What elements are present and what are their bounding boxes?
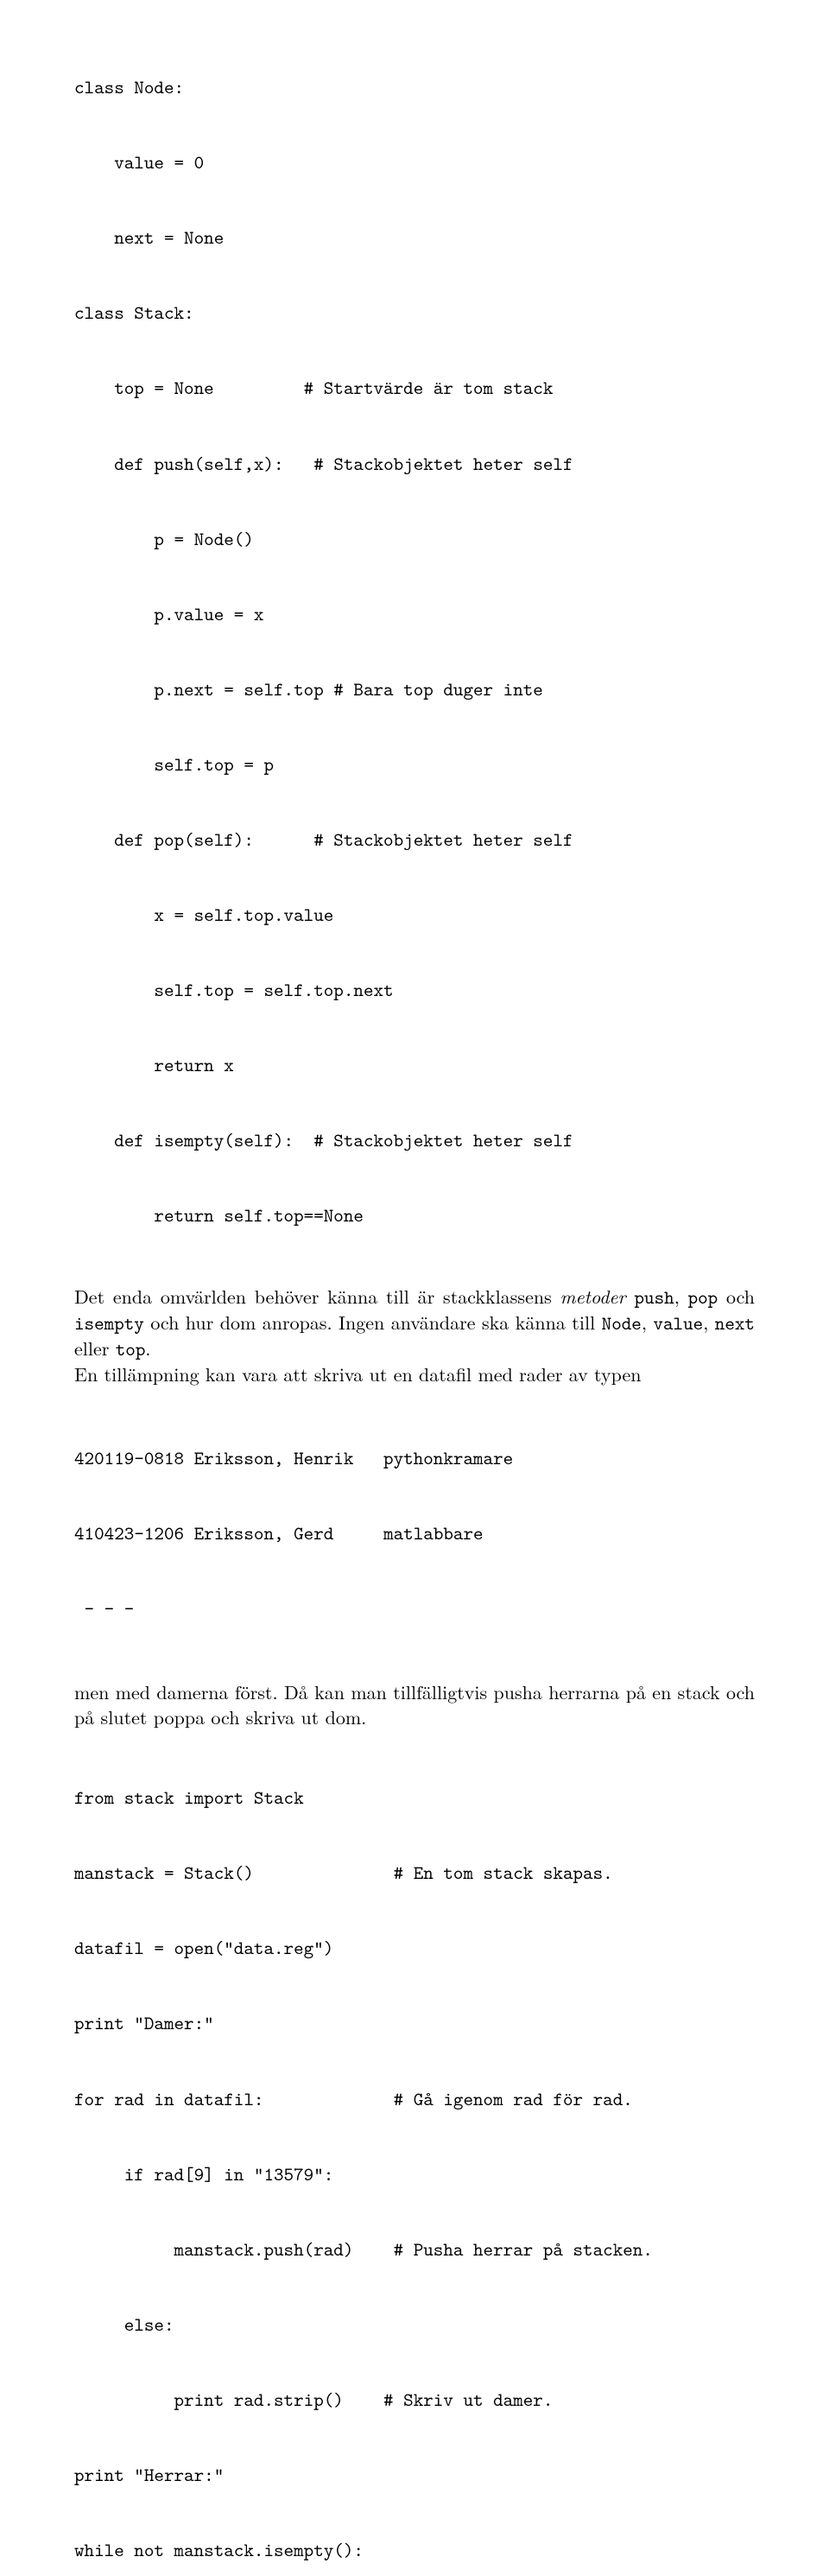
code-line: self.top = p xyxy=(74,752,755,777)
code-block-usage: from stack import Stack manstack = Stack… xyxy=(74,1735,755,2576)
code-line: manstack = Stack() # En tom stack skapas… xyxy=(74,1860,755,1885)
paragraph-damer-forst: men med damerna först. Då kan man tillfä… xyxy=(74,1679,755,1729)
code-line: def isempty(self): # Stackobjektet heter… xyxy=(74,1127,755,1152)
code-line: print "Damer:" xyxy=(74,2010,755,2035)
code-line: p.next = self.top # Bara top duger inte xyxy=(74,676,755,701)
code-line: p = Node() xyxy=(74,526,755,551)
code-line: class Node: xyxy=(74,74,755,99)
code-line: p.value = x xyxy=(74,601,755,626)
data-line: - - - xyxy=(74,1596,755,1621)
code-line: from stack import Stack xyxy=(74,1785,755,1810)
code-line: return self.top==None xyxy=(74,1202,755,1228)
code-line: def pop(self): # Stackobjektet heter sel… xyxy=(74,827,755,852)
code-line: while not manstack.isempty(): xyxy=(74,2537,755,2562)
code-line: next = None xyxy=(74,225,755,250)
code-line: class Stack: xyxy=(74,300,755,325)
data-line: 420119-0818 Eriksson, Henrik pythonkrama… xyxy=(74,1445,755,1470)
data-line: 410423-1206 Eriksson, Gerd matlabbare xyxy=(74,1520,755,1545)
code-line: if rad[9] in "13579": xyxy=(74,2161,755,2186)
code-line: datafil = open("data.reg") xyxy=(74,1935,755,1960)
code-line: return x xyxy=(74,1052,755,1077)
code-line: self.top = self.top.next xyxy=(74,977,755,1002)
code-line: top = None # Startvärde är tom stack xyxy=(74,375,755,400)
code-line: else: xyxy=(74,2312,755,2337)
code-line: print "Herrar:" xyxy=(74,2462,755,2487)
code-line: for rad in datafil: # Gå igenom rad för … xyxy=(74,2086,755,2111)
code-line: def push(self,x): # Stackobjektet heter … xyxy=(74,451,755,476)
code-block-stack-class: class Node: value = 0 next = None class … xyxy=(74,24,755,1278)
data-sample-block: 420119-0818 Eriksson, Henrik pythonkrama… xyxy=(74,1395,755,1671)
page: class Node: value = 0 next = None class … xyxy=(0,0,829,2576)
code-line: print rad.strip() # Skriv ut damer. xyxy=(74,2387,755,2412)
code-line: value = 0 xyxy=(74,149,755,174)
code-line: manstack.push(rad) # Pusha herrar på sta… xyxy=(74,2237,755,2262)
paragraph-explain-methods: Det enda omvärlden behöver känna till är… xyxy=(74,1284,755,1386)
code-line: x = self.top.value xyxy=(74,902,755,927)
